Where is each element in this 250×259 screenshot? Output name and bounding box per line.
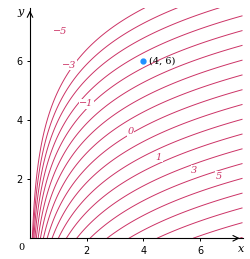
Text: (4, 6): (4, 6) bbox=[149, 56, 176, 66]
Text: x: x bbox=[238, 244, 244, 254]
Text: 0: 0 bbox=[128, 127, 134, 136]
Text: −5: −5 bbox=[52, 27, 67, 36]
Text: −3: −3 bbox=[62, 61, 77, 70]
Text: y: y bbox=[17, 7, 23, 17]
Text: 1: 1 bbox=[156, 153, 162, 162]
Text: −1: −1 bbox=[80, 99, 94, 108]
Text: 3: 3 bbox=[191, 166, 198, 175]
Text: 0: 0 bbox=[18, 243, 24, 252]
Text: 5: 5 bbox=[215, 172, 222, 181]
